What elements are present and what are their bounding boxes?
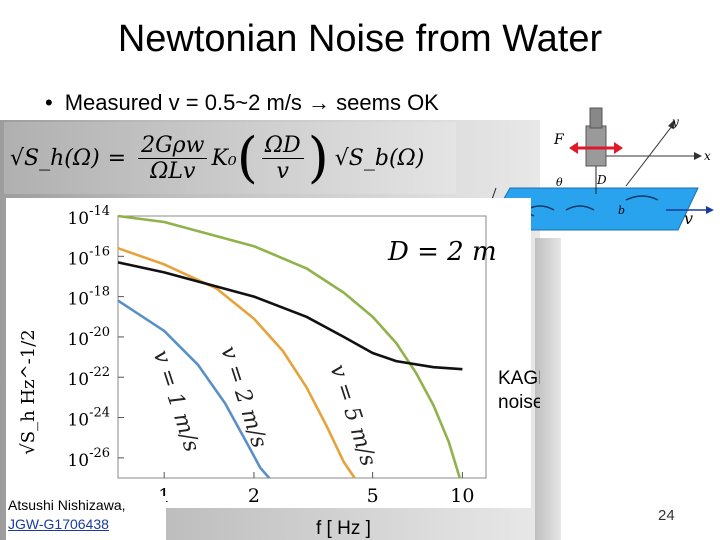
- x-axis-label: f [ Hz ]: [316, 518, 371, 539]
- y-axis-label-text: √S_h Hz^-1/2: [18, 329, 39, 454]
- x-tick-label: 5: [367, 485, 379, 507]
- v-arrow-icon: [706, 206, 714, 214]
- y-tick-label: 10-20: [67, 325, 110, 350]
- force-arrow-left-icon: [569, 142, 578, 154]
- y-tick-label: 10-14: [67, 204, 110, 229]
- axis-y-line: [625, 125, 673, 187]
- label-F: F: [553, 132, 565, 148]
- curve-label: v = 2 m/s: [215, 343, 271, 451]
- formula-inner-fraction: ΩD v: [261, 133, 304, 184]
- formula-box: [4, 122, 456, 194]
- label-theta: θ: [556, 176, 563, 189]
- formula: √S_h(Ω) = 2Gρw ΩLv K₀ ( ΩD v ) √S_b(Ω): [10, 126, 424, 190]
- formula-rhs: √S_b(Ω): [334, 145, 425, 171]
- formula-k0: K₀: [211, 145, 237, 171]
- author-name: Atsushi Nishizawa,: [8, 497, 126, 513]
- kagra-label-line2: noise curve: [498, 392, 540, 413]
- wave-3: [625, 195, 659, 201]
- force-arrow-right-icon: [614, 142, 623, 154]
- slide-bullet: • Measured v = 0.5~2 m/s → seems OK: [45, 90, 439, 116]
- y-tick-label: 10-24: [67, 406, 110, 431]
- x-tick-label: 2: [248, 485, 260, 507]
- curve-label: v = 5 m/s: [324, 361, 380, 469]
- series-line: [117, 299, 271, 479]
- kagra-label-line1: KAGRA: [498, 368, 540, 389]
- document-id-link[interactable]: JGW-G1706438: [8, 516, 109, 532]
- bullet-text: Measured v = 0.5~2 m/s → seems OK: [64, 90, 439, 115]
- formula-close-paren: ): [307, 126, 329, 189]
- series-line: [117, 214, 462, 479]
- formula-open-paren: (: [236, 126, 258, 189]
- formula-equals: =: [107, 145, 127, 171]
- label-D: D: [596, 173, 607, 187]
- x-tick-label: 10: [450, 485, 474, 507]
- label-v: v: [684, 209, 693, 228]
- series-line: [117, 261, 463, 371]
- slide-title: Newtonian Noise from Water: [117, 18, 603, 60]
- y-tick-label: 10-18: [67, 285, 110, 310]
- label-x: x: [704, 149, 711, 163]
- y-tick-label: 10-16: [67, 244, 110, 269]
- water-diagram: F D w θ b v x y: [470, 107, 714, 231]
- author-box: Atsushi Nishizawa, JGW-G1706438: [6, 496, 166, 540]
- formula-inner-numerator: ΩD: [261, 133, 304, 159]
- test-mass: [585, 125, 607, 167]
- slide-background-strip: [535, 238, 561, 540]
- formula-lhs: √S_h(Ω): [10, 145, 100, 171]
- formula-numerator: 2Gρw: [138, 133, 208, 159]
- series-line: [117, 246, 356, 479]
- y-tick-label: 10-26: [67, 446, 110, 471]
- axis-y-arrow-icon: [668, 120, 674, 129]
- chart-panel: [6, 198, 531, 508]
- y-axis-label: √S_h Hz^-1/2: [18, 329, 39, 454]
- bullet-dot-icon: •: [45, 90, 53, 115]
- formula-inner-denominator: v: [276, 158, 289, 184]
- test-mass-top: [589, 107, 603, 129]
- formula-denominator: ΩLv: [150, 158, 196, 184]
- label-y: y: [671, 115, 679, 129]
- wave-2: [565, 205, 595, 211]
- formula-main-fraction: 2Gρw ΩLv: [138, 133, 208, 184]
- noise-chart: √S_h Hz^-1/2 10-26 10-24 10-22 10-20 10-18 10…: [18, 204, 540, 539]
- page-number: 24: [658, 507, 675, 524]
- y-tick-label: 10-22: [67, 365, 110, 390]
- plot-frame: [117, 215, 487, 479]
- annotation-D: D = 2 m: [387, 237, 497, 267]
- label-b: b: [618, 204, 625, 217]
- axis-x-arrow-icon: [694, 152, 702, 160]
